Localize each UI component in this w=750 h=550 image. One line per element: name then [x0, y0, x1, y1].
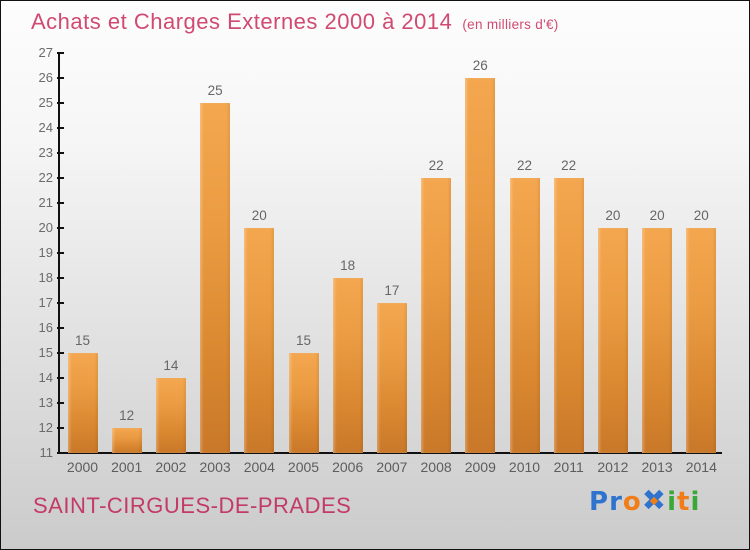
- y-tick: [57, 77, 64, 79]
- y-tick-label: 22: [38, 170, 53, 185]
- y-tick-label: 15: [38, 345, 53, 360]
- y-tick-label: 19: [38, 245, 53, 260]
- bar-2011: [553, 178, 584, 453]
- y-tick-label: 20: [38, 220, 53, 235]
- bar-value-label: 20: [251, 208, 267, 223]
- chart-title: Achats et Charges Externes 2000 à 2014 (e…: [31, 9, 559, 35]
- y-tick: [57, 377, 64, 379]
- logo-letter: ✖: [642, 486, 667, 515]
- y-tick-label: 16: [38, 320, 53, 335]
- y-tick-label: 17: [38, 295, 53, 310]
- bar-2010: [509, 178, 540, 453]
- y-tick: [57, 402, 64, 404]
- logo-letter: i: [667, 487, 677, 517]
- logo-letter: i: [690, 487, 701, 517]
- y-tick-label: 18: [38, 270, 53, 285]
- bar-value-label: 18: [340, 258, 356, 273]
- bar-value-label: 14: [163, 358, 179, 373]
- logo-letter: o: [622, 487, 642, 517]
- bar-2014: [686, 228, 717, 453]
- bar-2003: [200, 103, 231, 453]
- bar-2013: [642, 228, 673, 453]
- x-tick-label: 2007: [376, 459, 408, 475]
- x-tick-label: 2011: [553, 459, 584, 475]
- y-tick: [57, 52, 64, 54]
- x-tick-label: 2013: [641, 459, 673, 475]
- bar-2008: [421, 178, 452, 453]
- y-tick-label: 11: [39, 445, 54, 460]
- logo-letter: P: [589, 487, 610, 517]
- proxiti-logo: Pro✖iti: [589, 486, 701, 518]
- y-tick: [57, 452, 64, 454]
- x-tick-label: 2005: [287, 459, 320, 475]
- y-tick: [57, 152, 64, 154]
- y-tick-label: 13: [38, 395, 53, 410]
- bar-value-label: 20: [605, 208, 621, 223]
- chart-title-text: Achats et Charges Externes 2000 à 2014: [31, 9, 453, 34]
- x-tick-label: 2014: [685, 459, 717, 475]
- x-axis-line: [58, 452, 722, 454]
- logo-x-center-dot: [650, 496, 659, 506]
- y-tick-label: 25: [38, 95, 53, 110]
- bar-2001: [111, 428, 142, 453]
- bar-value-label: 12: [119, 408, 135, 423]
- bar-value-label: 20: [693, 208, 709, 223]
- x-tick-label: 2001: [111, 459, 143, 475]
- bar-value-label: 17: [384, 283, 400, 298]
- x-tick-label: 2008: [420, 459, 452, 475]
- y-tick: [57, 352, 64, 354]
- y-tick: [57, 277, 64, 279]
- bar-value-label: 15: [295, 333, 312, 348]
- chart-subtitle: (en milliers d'€): [462, 17, 559, 32]
- y-tick-label: 24: [38, 120, 53, 135]
- bar-2006: [332, 278, 363, 453]
- bar-value-label: 22: [516, 158, 533, 173]
- y-tick-label: 26: [38, 70, 53, 85]
- bar-value-label: 25: [207, 83, 223, 98]
- bar-2007: [376, 303, 407, 453]
- bar-2000: [67, 353, 98, 453]
- x-tick-label: 2010: [508, 459, 541, 475]
- y-tick: [57, 302, 64, 304]
- bar-2012: [597, 228, 628, 453]
- x-tick-label: 2003: [199, 459, 231, 475]
- logo-letter: t: [677, 487, 691, 517]
- bar-2005: [288, 353, 319, 453]
- x-tick-label: 2000: [66, 459, 99, 475]
- y-tick: [57, 177, 64, 179]
- logo-letter: r: [609, 487, 623, 517]
- y-tick-label: 27: [38, 45, 53, 60]
- y-tick: [57, 127, 64, 129]
- bar-value-label: 22: [561, 158, 577, 173]
- municipality-label: SAINT-CIRGUES-DE-PRADES: [33, 493, 352, 518]
- x-tick-label: 2009: [464, 459, 496, 475]
- bar-value-label: 22: [428, 158, 444, 173]
- bar-2002: [155, 378, 186, 453]
- y-tick: [57, 252, 64, 254]
- y-tick-label: 23: [38, 145, 53, 160]
- bar-2009: [465, 78, 496, 453]
- x-tick-label: 2002: [155, 459, 187, 475]
- y-tick: [57, 227, 64, 229]
- bar-2004: [244, 228, 275, 453]
- y-tick: [57, 102, 64, 104]
- y-tick-label: 21: [38, 195, 53, 210]
- x-tick-label: 2012: [597, 459, 629, 475]
- y-tick-label: 14: [38, 370, 53, 385]
- bar-value-label: 20: [649, 208, 665, 223]
- bar-value-label: 15: [74, 333, 91, 348]
- y-tick-label: 12: [38, 420, 53, 435]
- y-tick: [57, 427, 64, 429]
- bar-value-label: 26: [472, 58, 488, 73]
- y-tick: [57, 202, 64, 204]
- x-tick-label: 2004: [243, 459, 275, 475]
- x-tick-label: 2006: [332, 459, 364, 475]
- y-tick: [57, 327, 64, 329]
